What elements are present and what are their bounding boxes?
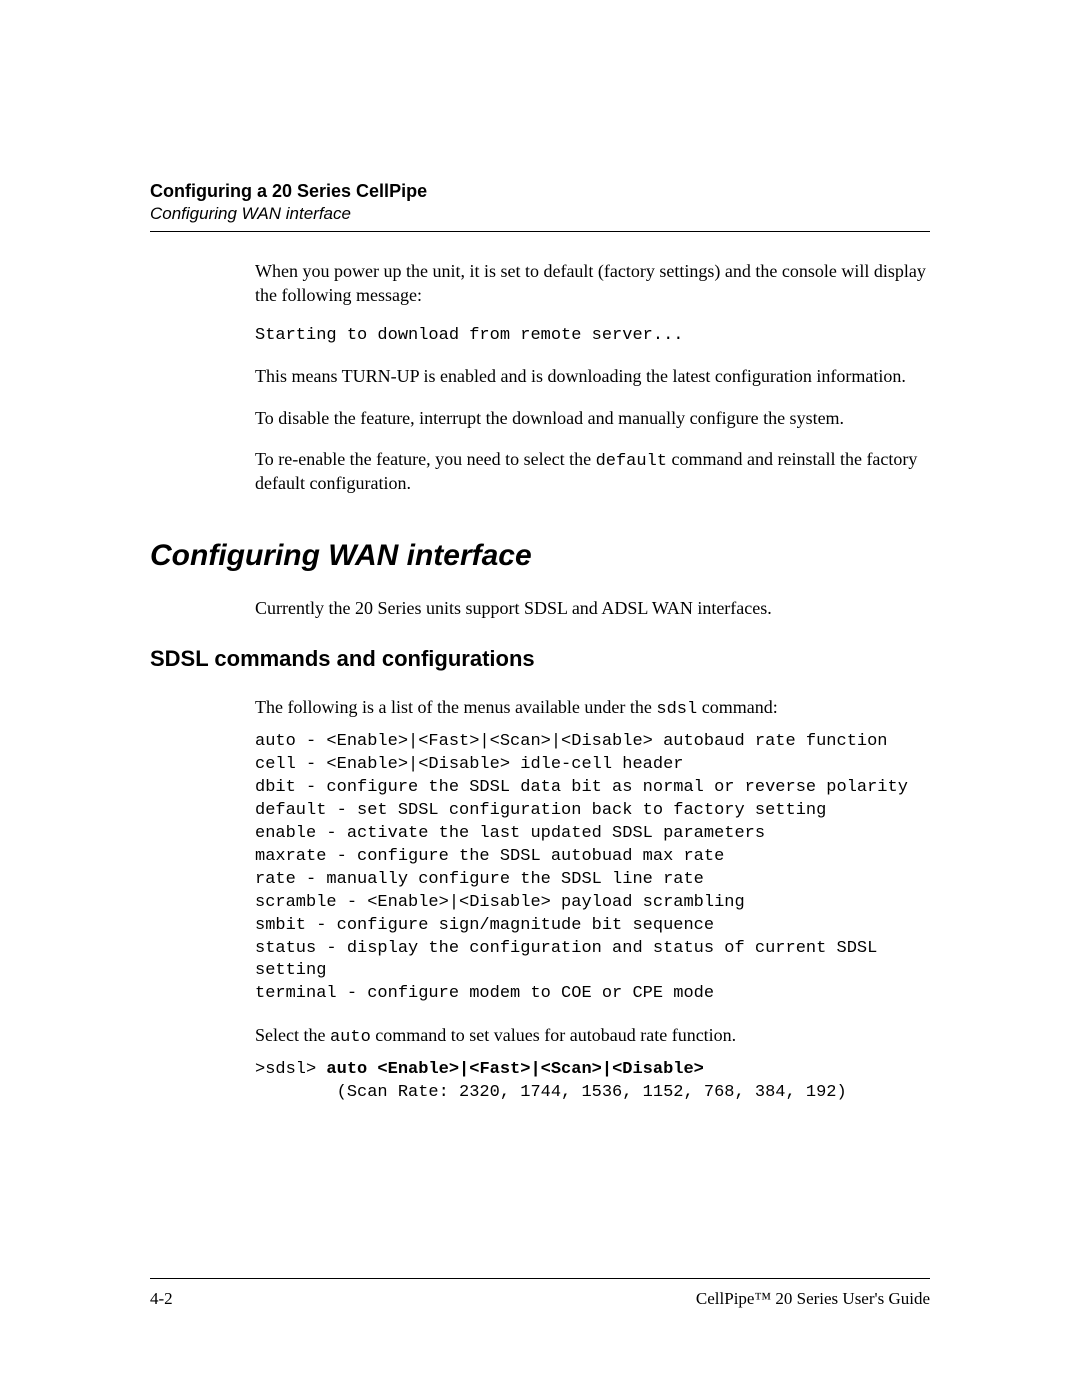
page-number: 4-2 [150, 1289, 173, 1309]
text: To re-enable the feature, you need to se… [255, 449, 596, 469]
text: command: [697, 697, 777, 717]
subsection-heading-sdsl: SDSL commands and configurations [150, 646, 930, 672]
inline-code: auto [330, 1028, 371, 1047]
body-column: The following is a list of the menus ava… [255, 696, 930, 1105]
inline-code: sdsl [656, 700, 697, 719]
chapter-title: Configuring a 20 Series CellPipe [150, 180, 930, 203]
page-footer: 4-2 CellPipe™ 20 Series User's Guide [150, 1278, 930, 1309]
menu-listing: auto - <Enable>|<Fast>|<Scan>|<Disable> … [255, 731, 930, 1006]
paragraph: Currently the 20 Series units support SD… [255, 597, 930, 620]
guide-title: CellPipe™ 20 Series User's Guide [696, 1289, 930, 1309]
paragraph: To re-enable the feature, you need to se… [255, 448, 930, 496]
command-bold: auto <Enable>|<Fast>|<Scan>|<Disable> [326, 1060, 703, 1079]
command-example: >sdsl> auto <Enable>|<Fast>|<Scan>|<Disa… [255, 1059, 930, 1105]
body-column: Currently the 20 Series units support SD… [255, 597, 930, 620]
page: Configuring a 20 Series CellPipe Configu… [0, 0, 1080, 1397]
paragraph: This means TURN-UP is enabled and is dow… [255, 365, 930, 388]
prompt: >sdsl> [255, 1060, 326, 1079]
paragraph: The following is a list of the menus ava… [255, 696, 930, 721]
body-column: When you power up the unit, it is set to… [255, 260, 930, 495]
paragraph: When you power up the unit, it is set to… [255, 260, 930, 306]
page-header: Configuring a 20 Series CellPipe Configu… [150, 180, 930, 232]
text: Select the [255, 1025, 330, 1045]
paragraph: Select the auto command to set values fo… [255, 1024, 930, 1049]
command-output: (Scan Rate: 2320, 1744, 1536, 1152, 768,… [255, 1083, 847, 1102]
code-line: Starting to download from remote server.… [255, 325, 930, 348]
inline-code: default [596, 452, 667, 471]
text: The following is a list of the menus ava… [255, 697, 656, 717]
section-subtitle: Configuring WAN interface [150, 203, 930, 225]
text: command to set values for autobaud rate … [371, 1025, 736, 1045]
section-heading-wan: Configuring WAN interface [150, 539, 930, 573]
paragraph: To disable the feature, interrupt the do… [255, 407, 930, 430]
